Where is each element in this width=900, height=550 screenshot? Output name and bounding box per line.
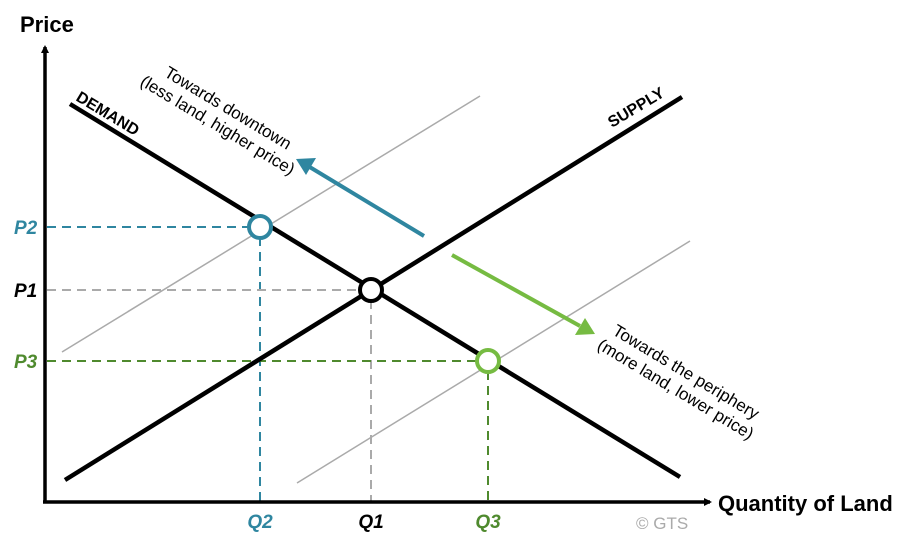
p2-equilibrium-point: [247, 214, 273, 240]
p1-equilibrium-point: [358, 277, 384, 303]
q2-label: Q2: [247, 512, 273, 533]
p1-label: P1: [14, 281, 37, 302]
p3-guide-line: [47, 360, 489, 502]
x-axis-label: Quantity of Land: [718, 491, 893, 516]
p3-equilibrium-point: [475, 348, 501, 374]
periphery-arrow-head: [575, 318, 595, 335]
p1-guide-line: [47, 289, 372, 502]
periphery-arrow: [451, 253, 581, 328]
downtown-arrow: [306, 164, 426, 238]
y-axis-label: Price: [20, 12, 74, 37]
q1-label: Q1: [358, 512, 383, 533]
downtown-arrow-head: [296, 158, 316, 175]
p2-label: P2: [14, 218, 38, 239]
periphery-annotation: Towards the periphery (more land, lower …: [594, 321, 763, 443]
copyright-text: © GTS: [636, 514, 688, 533]
p2-guide-line: [47, 226, 261, 502]
p3-label: P3: [14, 352, 38, 373]
q3-label: Q3: [475, 512, 501, 533]
